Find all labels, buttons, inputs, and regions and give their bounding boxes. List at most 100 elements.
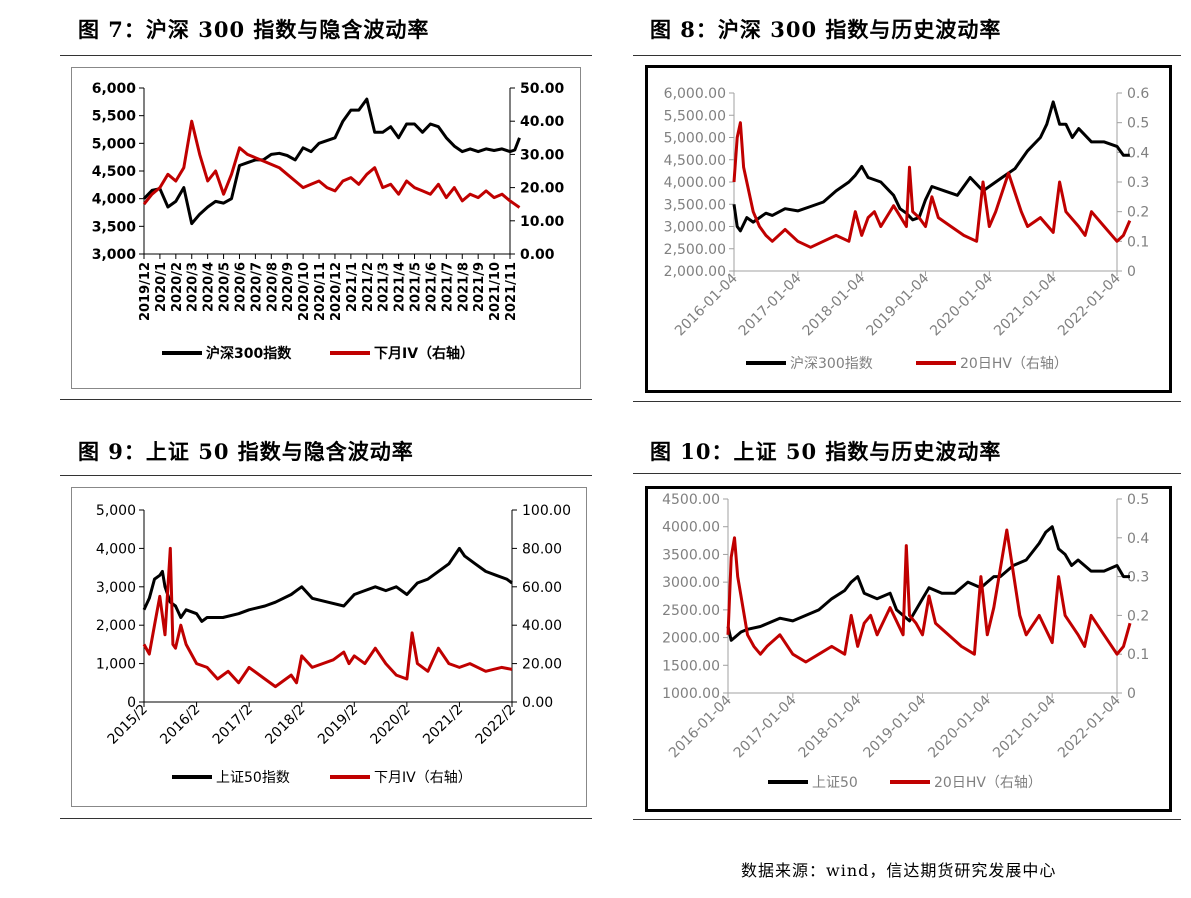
left-tick-label: 5,500 — [92, 109, 137, 125]
x-tick-label: 2016-01-04 — [666, 692, 735, 761]
left-tick-label: 5,000 — [92, 136, 137, 152]
left-tick-label: 0 — [127, 695, 136, 711]
left-tick-label: 4,500 — [92, 164, 137, 180]
right-tick-label: 0.6 — [1127, 86, 1149, 102]
right-tick-label: 80.00 — [522, 541, 562, 557]
x-tick-label: 2021/4 — [393, 262, 408, 312]
x-tick-label: 2018/2 — [262, 702, 308, 748]
figure-8-bottom-rule — [633, 401, 1181, 402]
x-tick-label: 2020/1 — [154, 262, 169, 312]
right-tick-label: 40.00 — [520, 114, 565, 130]
figure-9-chart: 5,000 4,000 3,000 2,000 1,000 0 100.00 80.00 60.… — [71, 487, 587, 807]
figure-8-top-rule — [633, 55, 1181, 56]
x-tick-label: 2021-01-04 — [990, 692, 1059, 761]
left-tick-label: 4000.00 — [662, 520, 720, 536]
figure-10-bottom-rule — [633, 819, 1181, 820]
left-tick-label: 4,500.00 — [664, 153, 726, 169]
left-tick-label: 4500.00 — [662, 492, 720, 508]
x-tick-label: 2020-01-04 — [925, 692, 994, 761]
left-tick-label: 5,500.00 — [664, 108, 726, 124]
legend-label: 20日HV（右轴） — [934, 775, 1042, 791]
x-tick-label: 2020/12 — [329, 262, 344, 321]
x-tick-label: 2020-01-04 — [927, 270, 996, 339]
right-tick-label: 0.2 — [1127, 608, 1149, 624]
figure-10-top-rule — [633, 473, 1181, 474]
x-tick-label: 2018-01-04 — [796, 692, 865, 761]
right-tick-label: 0.00 — [522, 695, 553, 711]
x-tick-label: 2021/6 — [424, 262, 439, 312]
left-tick-label: 4,000.00 — [664, 175, 726, 191]
right-tick-label: 60.00 — [522, 580, 562, 596]
chart-svg: 4500.00 4000.00 3500.00 3000.00 2500.00 2000.… — [662, 492, 1149, 791]
left-tick-label: 2,000 — [96, 618, 136, 634]
legend-label: 沪深300指数 — [206, 345, 292, 362]
right-tick-label: 100.00 — [522, 503, 571, 519]
x-tick-label: 2019/2 — [315, 702, 361, 748]
series-line-index — [142, 546, 513, 623]
x-tick-label: 2019-01-04 — [863, 270, 932, 339]
series-line-volatility — [732, 121, 1132, 249]
legend-label: 上证50指数 — [216, 770, 290, 786]
figure-7-bottom-rule — [60, 399, 592, 400]
figure-7-title: 图 7：沪深 300 指数与隐含波动率 — [78, 17, 430, 42]
figure-9-title: 图 9：上证 50 指数与隐含波动率 — [78, 439, 414, 464]
left-tick-label: 2500.00 — [662, 603, 720, 619]
legend-label: 沪深300指数 — [790, 356, 873, 372]
right-tick-label: 0.1 — [1127, 647, 1149, 663]
series-line-volatility — [142, 546, 513, 689]
x-tick-label: 2021-01-04 — [991, 270, 1060, 339]
left-tick-label: 2,500.00 — [664, 242, 726, 258]
left-tick-label: 1500.00 — [662, 658, 720, 674]
x-tick-label: 2020/4 — [202, 262, 217, 312]
x-tick-label: 2020/11 — [313, 262, 328, 321]
left-tick-label: 3500.00 — [662, 547, 720, 563]
series-line-index — [142, 97, 521, 226]
figure-10-chart: 4500.00 4000.00 3500.00 3000.00 2500.00 2000.… — [645, 486, 1172, 812]
x-tick-label: 2021/9 — [472, 262, 487, 312]
x-tick-label: 2022-01-04 — [1055, 692, 1124, 761]
right-tick-label: 20.00 — [522, 657, 562, 673]
x-tick-label: 2021/8 — [456, 262, 471, 312]
right-tick-label: 0.4 — [1127, 145, 1149, 161]
x-tick-label: 2020/2 — [368, 702, 414, 748]
left-tick-label: 4,000 — [96, 541, 136, 557]
right-tick-label: 0.5 — [1127, 116, 1149, 132]
figure-9-bottom-rule — [60, 818, 592, 819]
left-tick-label: 5,000 — [96, 503, 136, 519]
left-tick-label: 3,000.00 — [664, 220, 726, 236]
x-tick-label: 2021/2 — [361, 262, 376, 312]
x-tick-label: 2022-01-04 — [1055, 270, 1124, 339]
legend-label: 下月IV（右轴） — [374, 770, 472, 786]
legend-label: 下月IV（右轴） — [374, 345, 474, 362]
right-tick-label: 0.1 — [1127, 234, 1149, 250]
series-line-volatility — [726, 528, 1132, 664]
x-tick-label: 2020/3 — [186, 262, 201, 312]
x-tick-label: 2021/5 — [409, 262, 424, 312]
right-tick-label: 0.3 — [1127, 175, 1149, 191]
right-tick-label: 20.00 — [520, 181, 565, 197]
left-tick-label: 6,000 — [92, 81, 137, 97]
x-tick-label: 2021/1 — [345, 262, 360, 312]
x-tick-label: 2019-01-04 — [860, 692, 929, 761]
left-tick-label: 2000.00 — [662, 631, 720, 647]
x-tick-label: 2017-01-04 — [736, 270, 805, 339]
left-tick-label: 3,500.00 — [664, 197, 726, 213]
right-tick-label: 0.5 — [1127, 492, 1149, 508]
series-line-index — [732, 100, 1130, 233]
x-tick-label: 2019/12 — [138, 262, 153, 321]
right-tick-label: 50.00 — [520, 81, 565, 97]
x-tick-label: 2020/2 — [170, 262, 185, 312]
left-tick-label: 3,000 — [96, 580, 136, 596]
x-tick-label: 2021/7 — [440, 262, 455, 312]
left-tick-label: 6,000.00 — [664, 86, 726, 102]
left-tick-label: 3,000 — [92, 247, 137, 263]
figure-8-chart: 6,000.00 5,500.00 5,000.00 4,500.00 4,000.00… — [645, 65, 1172, 393]
right-tick-label: 30.00 — [520, 147, 565, 163]
left-tick-label: 1,000 — [96, 657, 136, 673]
left-tick-label: 2,000.00 — [664, 264, 726, 280]
chart-svg: 6,000.00 5,500.00 5,000.00 4,500.00 4,000.00… — [664, 86, 1150, 372]
figure-10-title: 图 10：上证 50 指数与历史波动率 — [650, 439, 1002, 464]
x-tick-label: 2020/8 — [265, 262, 280, 312]
left-tick-label: 5,000.00 — [664, 131, 726, 147]
figure-7-chart: 6,000 5,500 5,000 4,500 4,000 3,500 3,000 50.00… — [71, 67, 581, 389]
